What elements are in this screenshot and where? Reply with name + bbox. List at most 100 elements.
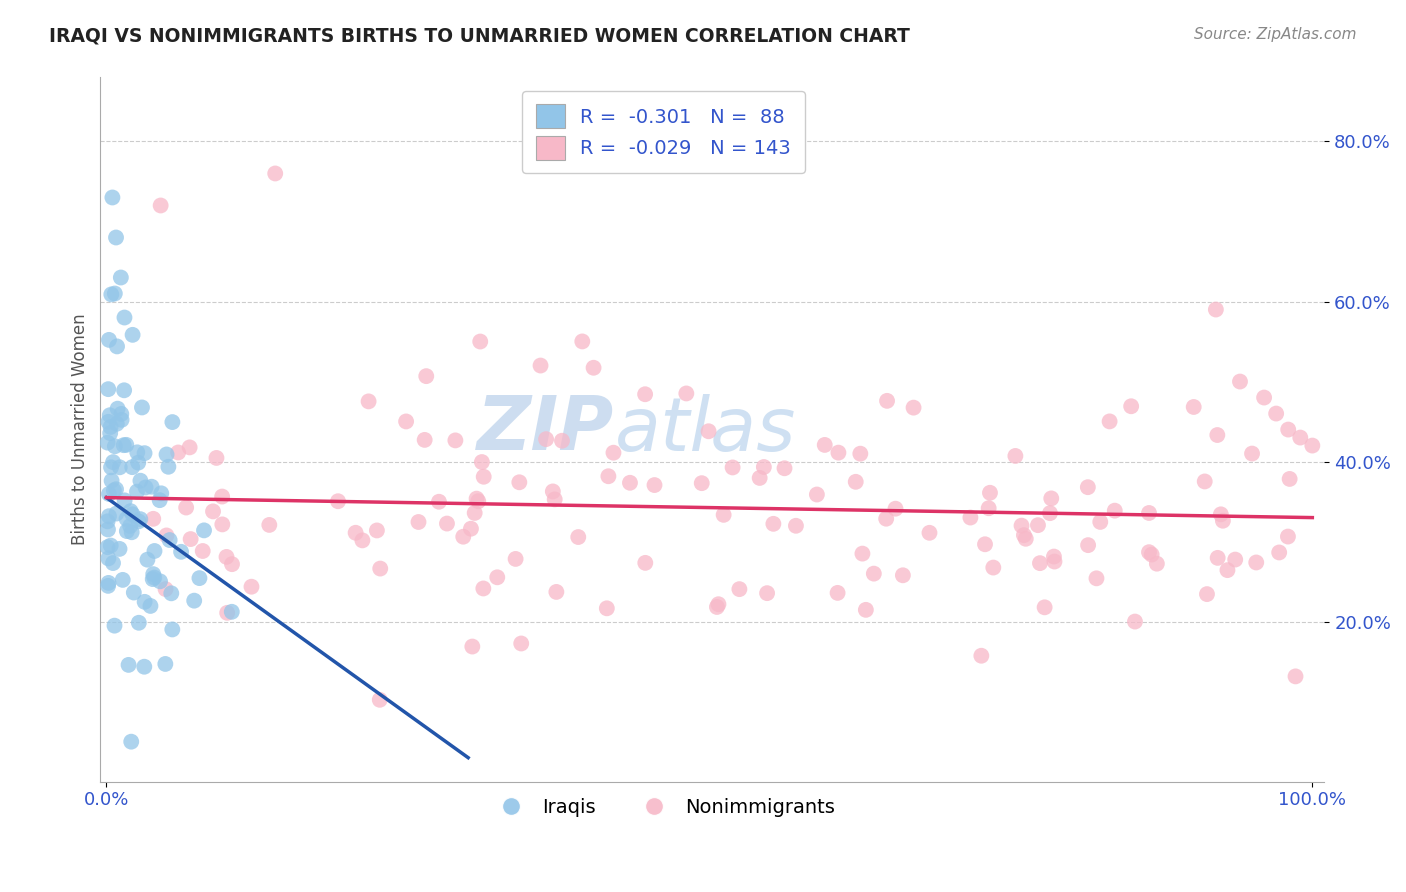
- Point: [143, 544, 166, 558]
- Point: [101, 556, 124, 570]
- Point: [103, 618, 125, 632]
- Point: [855, 603, 877, 617]
- Point: [108, 541, 131, 556]
- Point: [814, 438, 837, 452]
- Point: [959, 510, 981, 524]
- Point: [451, 530, 474, 544]
- Point: [100, 474, 122, 488]
- Point: [97, 382, 120, 396]
- Point: [1244, 556, 1267, 570]
- Point: [115, 438, 138, 452]
- Point: [100, 539, 122, 553]
- Point: [827, 445, 849, 459]
- Point: [155, 528, 177, 542]
- Point: [436, 516, 458, 531]
- Point: [98, 426, 121, 441]
- Point: [544, 492, 567, 507]
- Point: [111, 573, 134, 587]
- Point: [121, 460, 143, 475]
- Point: [174, 500, 197, 515]
- Point: [471, 455, 494, 469]
- Point: [634, 387, 657, 401]
- Point: [368, 693, 391, 707]
- Point: [1241, 446, 1264, 460]
- Point: [979, 485, 1001, 500]
- Point: [974, 537, 997, 551]
- Point: [131, 401, 153, 415]
- Point: [582, 360, 605, 375]
- Point: [849, 447, 872, 461]
- Point: [1289, 431, 1312, 445]
- Point: [467, 494, 489, 508]
- Point: [1195, 587, 1218, 601]
- Point: [98, 509, 121, 524]
- Point: [891, 568, 914, 582]
- Point: [357, 394, 380, 409]
- Point: [122, 585, 145, 599]
- Point: [120, 504, 142, 518]
- Point: [134, 595, 156, 609]
- Point: [97, 579, 120, 593]
- Point: [1029, 556, 1052, 570]
- Point: [415, 369, 437, 384]
- Point: [149, 198, 172, 212]
- Point: [875, 511, 897, 525]
- Point: [1284, 669, 1306, 683]
- Point: [135, 481, 157, 495]
- Point: [155, 657, 177, 671]
- Point: [136, 552, 159, 566]
- Point: [121, 525, 143, 540]
- Point: [259, 517, 281, 532]
- Point: [1205, 302, 1227, 317]
- Point: [125, 484, 148, 499]
- Point: [170, 545, 193, 559]
- Point: [98, 333, 121, 347]
- Y-axis label: Births to Unmarried Women: Births to Unmarried Women: [72, 314, 89, 545]
- Point: [981, 560, 1004, 574]
- Point: [100, 420, 122, 434]
- Point: [97, 415, 120, 429]
- Point: [1277, 530, 1299, 544]
- Point: [155, 447, 177, 461]
- Point: [1015, 532, 1038, 546]
- Point: [596, 601, 619, 615]
- Point: [97, 551, 120, 566]
- Point: [728, 582, 751, 596]
- Point: [762, 516, 785, 531]
- Point: [128, 514, 150, 528]
- Point: [97, 435, 120, 450]
- Point: [193, 524, 215, 538]
- Point: [368, 561, 391, 575]
- Point: [395, 414, 418, 428]
- Point: [344, 525, 367, 540]
- Point: [326, 494, 349, 508]
- Point: [104, 286, 127, 301]
- Point: [707, 597, 730, 611]
- Point: [1012, 528, 1035, 542]
- Point: [149, 574, 172, 589]
- Point: [191, 544, 214, 558]
- Point: [162, 623, 184, 637]
- Point: [1033, 600, 1056, 615]
- Point: [806, 487, 828, 501]
- Point: [706, 599, 728, 614]
- Point: [1140, 548, 1163, 562]
- Point: [211, 490, 233, 504]
- Point: [142, 567, 165, 582]
- Point: [240, 580, 263, 594]
- Point: [461, 640, 484, 654]
- Point: [179, 441, 201, 455]
- Point: [157, 459, 180, 474]
- Point: [97, 575, 120, 590]
- Point: [183, 593, 205, 607]
- Point: [752, 460, 775, 475]
- Point: [128, 615, 150, 630]
- Point: [845, 475, 868, 489]
- Point: [120, 519, 142, 533]
- Point: [114, 493, 136, 508]
- Point: [470, 334, 492, 349]
- Point: [110, 407, 132, 421]
- Point: [675, 386, 697, 401]
- Point: [101, 190, 124, 204]
- Point: [534, 432, 557, 446]
